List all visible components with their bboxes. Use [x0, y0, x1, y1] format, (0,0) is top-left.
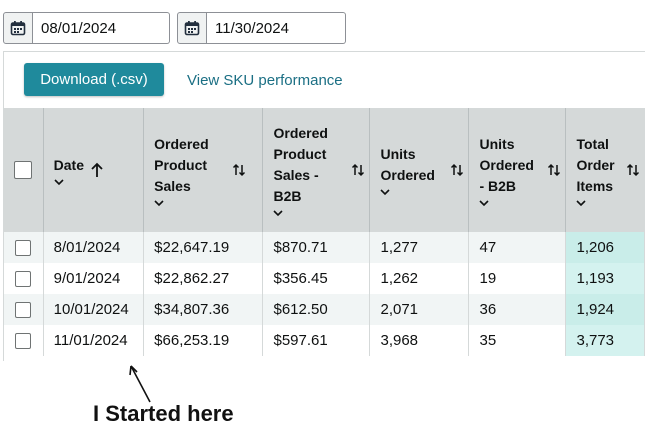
calendar-icon[interactable]: [177, 12, 207, 44]
cell-units-ordered: 1,277: [369, 232, 470, 263]
end-date-input[interactable]: [207, 12, 346, 44]
cell-date: 8/01/2024: [43, 232, 145, 263]
column-header-units-ordered-b2b[interactable]: Units Ordered - B2B: [468, 108, 567, 232]
column-header-label: Units Ordered: [380, 146, 435, 183]
select-all-header: [4, 108, 44, 232]
column-header-label: Date: [53, 156, 85, 173]
column-header-label: Total Order Items: [576, 135, 615, 194]
cell-ordered-product-sales-b2b: $870.71: [262, 232, 371, 263]
table-row: 9/01/2024 $22,862.27 $356.45 1,262 19 1,…: [4, 263, 645, 294]
cell-units-ordered-b2b: 47: [468, 232, 567, 263]
cell-date: 9/01/2024: [43, 263, 145, 294]
table-header-row: Date Ordered Product Sales: [4, 108, 645, 232]
cell-units-ordered-b2b: 35: [468, 325, 567, 356]
cell-ordered-product-sales: $34,807.36: [143, 294, 264, 325]
row-select-cell: [4, 232, 44, 263]
chevron-down-icon[interactable]: [380, 188, 391, 196]
sales-table: Date Ordered Product Sales: [4, 108, 645, 356]
start-date-input[interactable]: [33, 12, 170, 44]
select-all-checkbox[interactable]: [14, 161, 33, 179]
chevron-down-icon[interactable]: [479, 199, 490, 207]
column-header-units-ordered[interactable]: Units Ordered: [369, 108, 470, 232]
cell-total-order-items: 1,206: [565, 232, 645, 263]
cell-ordered-product-sales: $66,253.19: [143, 325, 264, 356]
column-header-ordered-product-sales-b2b[interactable]: Ordered Product Sales - B2B: [262, 108, 371, 232]
sort-toggle-icon[interactable]: [232, 162, 246, 178]
cell-total-order-items: 1,924: [565, 294, 645, 325]
row-checkbox[interactable]: [15, 333, 32, 350]
chevron-down-icon[interactable]: [576, 199, 587, 207]
cell-total-order-items: 3,773: [565, 325, 645, 356]
report-panel: Download (.csv) View SKU performance Dat…: [3, 51, 645, 361]
view-sku-performance-link[interactable]: View SKU performance: [187, 72, 343, 89]
table-row: 10/01/2024 $34,807.36 $612.50 2,071 36 1…: [4, 294, 645, 325]
annotation-arrow-icon: [129, 365, 151, 403]
cell-ordered-product-sales-b2b: $356.45: [262, 263, 371, 294]
table-row: 8/01/2024 $22,647.19 $870.71 1,277 47 1,…: [4, 232, 645, 263]
cell-ordered-product-sales: $22,647.19: [143, 232, 264, 263]
chevron-down-icon[interactable]: [154, 199, 164, 207]
annotation-label: I Started here: [93, 401, 234, 426]
cell-ordered-product-sales-b2b: $612.50: [262, 294, 371, 325]
row-checkbox[interactable]: [15, 302, 32, 319]
column-header-label: Ordered Product Sales: [154, 135, 209, 194]
chevron-down-icon[interactable]: [273, 209, 284, 217]
cell-ordered-product-sales-b2b: $597.61: [262, 325, 371, 356]
cell-date: 11/01/2024: [43, 325, 145, 356]
table-row: 11/01/2024 $66,253.19 $597.61 3,968 35 3…: [4, 325, 645, 356]
column-header-ordered-product-sales[interactable]: Ordered Product Sales: [143, 108, 264, 232]
sort-toggle-icon[interactable]: [351, 162, 365, 178]
sort-toggle-icon[interactable]: [450, 162, 464, 178]
report-toolbar: Download (.csv) View SKU performance: [4, 52, 645, 108]
column-header-date[interactable]: Date: [43, 108, 145, 232]
sort-toggle-icon[interactable]: [626, 162, 640, 178]
cell-units-ordered: 1,262: [369, 263, 470, 294]
sort-toggle-icon[interactable]: [547, 162, 561, 178]
cell-ordered-product-sales: $22,862.27: [143, 263, 264, 294]
calendar-icon[interactable]: [3, 12, 33, 44]
download-csv-button[interactable]: Download (.csv): [24, 63, 164, 96]
column-header-label: Units Ordered - B2B: [479, 135, 534, 194]
cell-units-ordered: 2,071: [369, 294, 470, 325]
start-date-picker[interactable]: [3, 12, 170, 44]
sort-ascending-icon[interactable]: [90, 162, 104, 178]
cell-units-ordered-b2b: 36: [468, 294, 567, 325]
cell-units-ordered: 3,968: [369, 325, 470, 356]
end-date-picker[interactable]: [177, 12, 346, 44]
cell-units-ordered-b2b: 19: [468, 263, 567, 294]
column-header-total-order-items[interactable]: Total Order Items: [565, 108, 645, 232]
row-select-cell: [4, 325, 44, 356]
chevron-down-icon[interactable]: [54, 178, 64, 186]
cell-total-order-items: 1,193: [565, 263, 645, 294]
row-select-cell: [4, 294, 44, 325]
cell-date: 10/01/2024: [43, 294, 145, 325]
column-header-label: Ordered Product Sales - B2B: [273, 125, 328, 204]
row-checkbox[interactable]: [15, 240, 32, 257]
row-select-cell: [4, 263, 44, 294]
row-checkbox[interactable]: [15, 271, 32, 288]
